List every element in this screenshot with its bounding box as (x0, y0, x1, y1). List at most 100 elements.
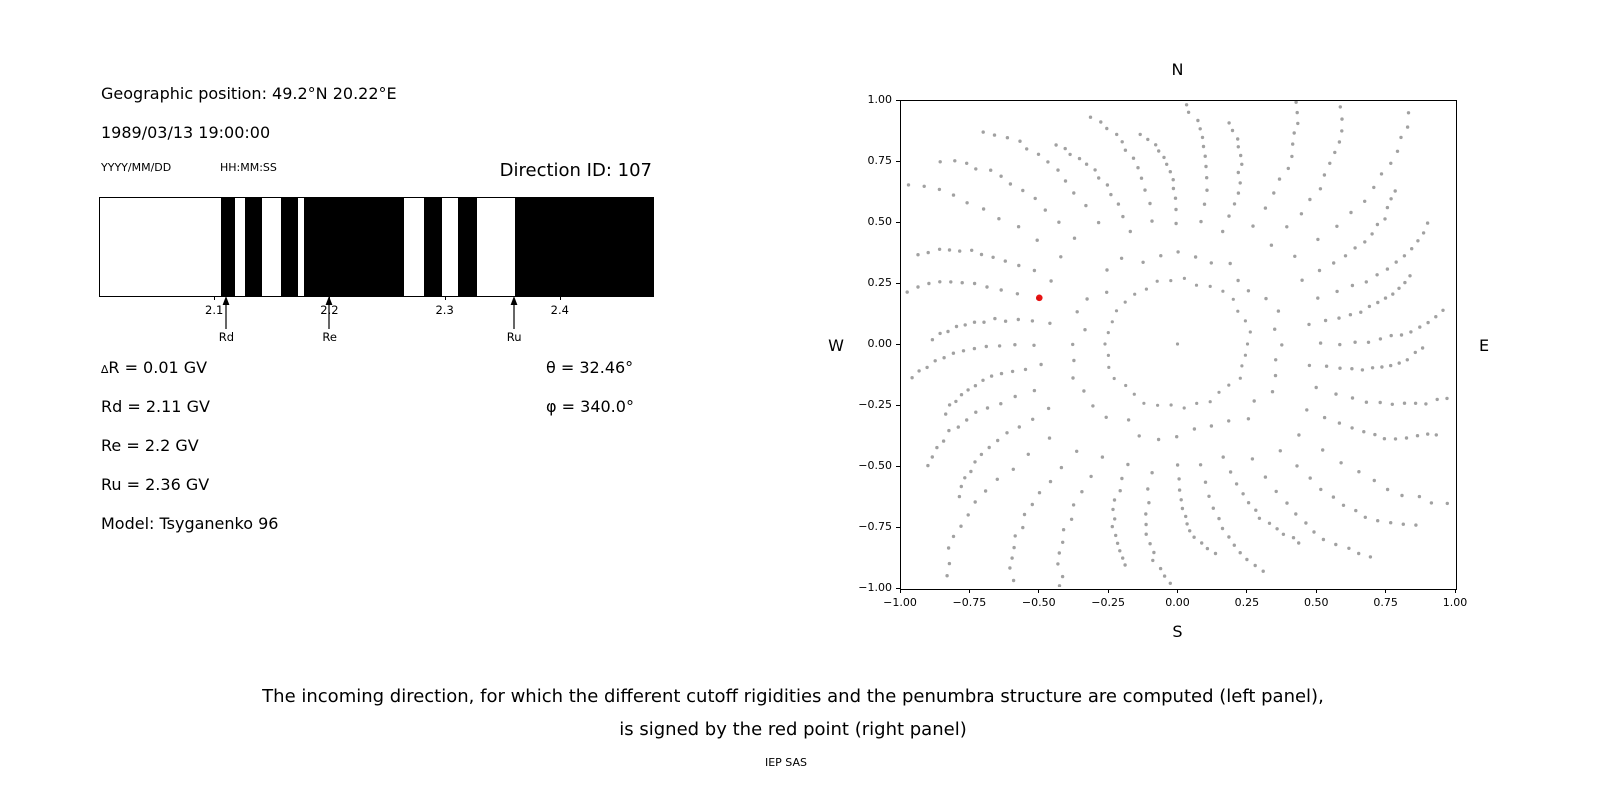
direction-dot (1025, 147, 1029, 151)
direction-dot (1059, 255, 1063, 259)
direction-dot (1316, 296, 1320, 300)
direction-dot (1308, 197, 1312, 202)
direction-dot (1359, 310, 1363, 314)
direction-dot (1417, 494, 1422, 499)
direction-dot (1240, 162, 1244, 166)
direction-dot (1334, 542, 1338, 547)
direction-dot (1103, 342, 1107, 346)
direction-dot (1340, 129, 1344, 133)
x-axis-tick (899, 589, 901, 593)
direction-dot (944, 412, 948, 416)
direction-dot (985, 406, 990, 410)
direction-dot (1323, 318, 1328, 323)
direction-dot (1243, 319, 1247, 323)
direction-dot (1378, 337, 1383, 341)
direction-dot (1389, 161, 1393, 165)
direction-dot (1421, 231, 1426, 235)
credit-label: IEP SAS (764, 756, 808, 769)
direction-scatter (905, 101, 1449, 587)
direction-dot (1232, 202, 1237, 206)
direction-dot (1333, 150, 1337, 155)
direction-dot (925, 365, 929, 370)
direction-dot (1046, 160, 1050, 164)
direction-dot (1415, 434, 1420, 438)
direction-dot (1319, 487, 1323, 492)
direction-dot (1236, 278, 1240, 283)
direction-dot (1383, 296, 1388, 300)
direction-dot (1175, 463, 1180, 467)
direction-dot (1227, 214, 1231, 218)
direction-dot (1171, 178, 1175, 182)
direction-dot (1300, 278, 1304, 282)
direction-dot (927, 281, 931, 286)
direction-dot (1016, 225, 1021, 229)
direction-dot (973, 500, 977, 504)
direction-dot (1179, 498, 1183, 502)
direction-dot (1198, 463, 1203, 467)
direction-dot (1003, 319, 1008, 323)
direction-dot (947, 561, 952, 566)
direction-dot (1291, 142, 1295, 146)
direction-dot (1008, 566, 1012, 570)
direction-dot (1402, 254, 1407, 258)
direction-dot (1123, 300, 1127, 304)
direction-dot (1236, 309, 1240, 313)
direction-dot (1011, 578, 1016, 583)
direction-dot (1248, 330, 1252, 334)
direction-dot (1105, 183, 1110, 187)
y-axis-tick (896, 99, 900, 101)
direction-dot (1391, 292, 1395, 296)
direction-dot (947, 428, 951, 433)
penumbra-forbidden-band (303, 198, 405, 296)
direction-dot (1236, 170, 1240, 175)
direction-dot (1217, 516, 1221, 521)
direction-dot (1110, 320, 1114, 324)
direction-dot (1296, 121, 1300, 126)
direction-dot (937, 187, 942, 192)
direction-dot (1232, 543, 1236, 547)
direction-dot (1032, 343, 1036, 347)
direction-dot (1124, 383, 1128, 388)
direction-dot (1096, 220, 1101, 225)
direction-dot (1404, 436, 1409, 440)
direction-dot (1059, 465, 1064, 470)
direction-dot (965, 418, 969, 422)
direction-dot (947, 403, 952, 407)
direction-dot (1236, 137, 1240, 141)
x-axis-tick-label: −1.00 (883, 596, 917, 609)
direction-dot (1107, 365, 1111, 369)
direction-dot (1068, 152, 1072, 157)
direction-dot (1353, 340, 1357, 344)
direction-dot (1376, 300, 1380, 305)
penumbra-marker-re: Re (322, 296, 337, 344)
direction-dot (1017, 425, 1021, 429)
direction-dot (1307, 322, 1311, 327)
direction-dot (963, 323, 967, 327)
direction-dot (1128, 229, 1132, 234)
direction-dot (1409, 330, 1413, 334)
direction-dot (1230, 128, 1235, 133)
direction-dot (1123, 148, 1128, 152)
x-axis-tick (968, 589, 970, 593)
direction-dot (945, 574, 949, 578)
direction-dot (1297, 541, 1301, 545)
direction-dot (946, 546, 951, 550)
y-axis-tick-label: 0.50 (867, 215, 893, 228)
direction-dot (1292, 131, 1296, 135)
direction-dot (1360, 368, 1365, 372)
direction-dot (993, 316, 997, 321)
direction-dot (1370, 232, 1374, 236)
direction-dot (1085, 297, 1089, 301)
x-axis-tick (1038, 589, 1040, 593)
direction-dot (1136, 166, 1140, 170)
direction-dot (1263, 475, 1268, 479)
direction-dot (1363, 199, 1367, 203)
direction-dot (1221, 289, 1225, 293)
direction-dot (1263, 206, 1268, 210)
y-axis-tick-label: 0.25 (867, 276, 893, 289)
direction-dot (1012, 545, 1016, 550)
direction-dot (1077, 156, 1082, 161)
direction-dot (1253, 563, 1257, 568)
direction-dot (1250, 457, 1255, 461)
direction-dot (974, 167, 978, 171)
